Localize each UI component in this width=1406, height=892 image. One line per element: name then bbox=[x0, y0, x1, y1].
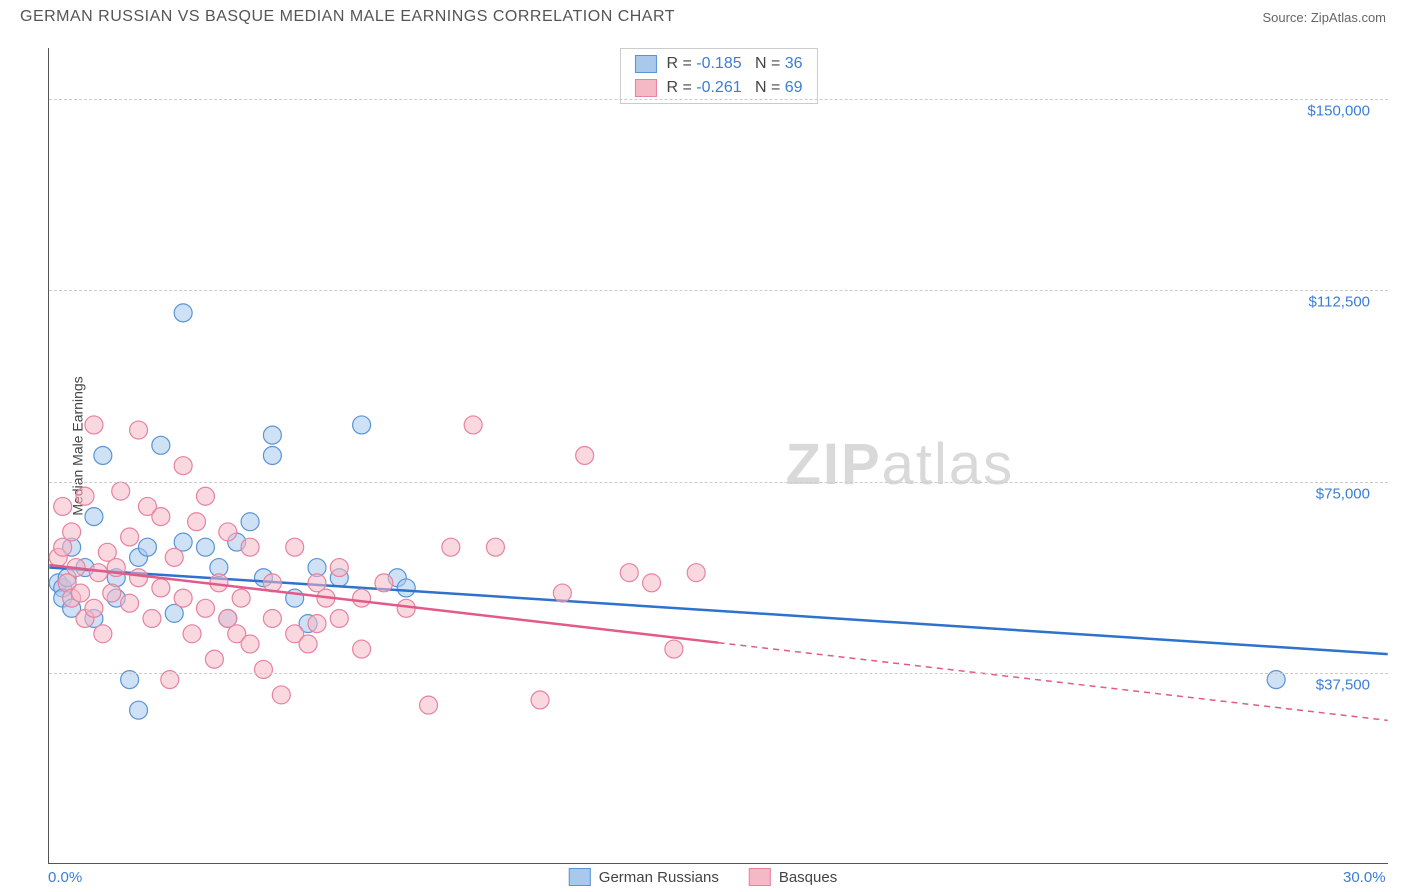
scatter-point bbox=[63, 523, 81, 541]
plot-area: ZIPatlas R = -0.185 N = 36R = -0.261 N =… bbox=[48, 48, 1388, 864]
scatter-point bbox=[85, 416, 103, 434]
scatter-point bbox=[94, 625, 112, 643]
legend-swatch bbox=[749, 868, 771, 886]
correlation-legend: R = -0.185 N = 36 R = -0.261 N = 69 bbox=[619, 48, 817, 104]
chart-container: ZIPatlas R = -0.185 N = 36R = -0.261 N =… bbox=[48, 48, 1388, 864]
scatter-point bbox=[375, 574, 393, 592]
scatter-point bbox=[152, 579, 170, 597]
scatter-point bbox=[353, 640, 371, 658]
bottom-legend-item: Basques bbox=[749, 868, 837, 886]
scatter-point bbox=[232, 589, 250, 607]
scatter-point bbox=[130, 701, 148, 719]
scatter-point bbox=[121, 671, 139, 689]
legend-swatch bbox=[634, 55, 656, 73]
legend-row: R = -0.261 N = 69 bbox=[634, 79, 802, 97]
scatter-point bbox=[486, 538, 504, 556]
scatter-point bbox=[442, 538, 460, 556]
scatter-point bbox=[687, 564, 705, 582]
scatter-point bbox=[553, 584, 571, 602]
scatter-point bbox=[353, 589, 371, 607]
scatter-point bbox=[353, 416, 371, 434]
scatter-point bbox=[272, 686, 290, 704]
scatter-point bbox=[464, 416, 482, 434]
scatter-point bbox=[665, 640, 683, 658]
legend-label: German Russians bbox=[599, 869, 719, 886]
y-tick-label: $112,500 bbox=[1309, 294, 1370, 311]
scatter-point bbox=[299, 635, 317, 653]
x-tick-label: 0.0% bbox=[48, 869, 82, 886]
legend-swatch bbox=[634, 79, 656, 97]
scatter-point bbox=[143, 610, 161, 628]
scatter-point bbox=[330, 559, 348, 577]
scatter-point bbox=[263, 447, 281, 465]
legend-swatch bbox=[569, 868, 591, 886]
scatter-point bbox=[94, 447, 112, 465]
scatter-point bbox=[308, 615, 326, 633]
scatter-point bbox=[72, 584, 90, 602]
scatter-point bbox=[196, 538, 214, 556]
scatter-point bbox=[165, 548, 183, 566]
x-tick-label: 30.0% bbox=[1343, 869, 1386, 886]
scatter-point bbox=[174, 589, 192, 607]
scatter-point bbox=[174, 457, 192, 475]
scatter-point bbox=[121, 594, 139, 612]
scatter-point bbox=[286, 538, 304, 556]
scatter-point bbox=[138, 538, 156, 556]
scatter-point bbox=[76, 487, 94, 505]
legend-label: Basques bbox=[779, 869, 837, 886]
trend-line-dashed bbox=[719, 643, 1388, 721]
scatter-point bbox=[188, 513, 206, 531]
scatter-point bbox=[219, 523, 237, 541]
scatter-point bbox=[121, 528, 139, 546]
scatter-point bbox=[196, 599, 214, 617]
scatter-point bbox=[174, 304, 192, 322]
legend-stats: R = -0.185 N = 36 bbox=[666, 55, 802, 73]
scatter-point bbox=[241, 635, 259, 653]
scatter-point bbox=[397, 579, 415, 597]
scatter-point bbox=[263, 426, 281, 444]
bottom-legend-item: German Russians bbox=[569, 868, 719, 886]
scatter-point bbox=[1267, 671, 1285, 689]
scatter-point bbox=[54, 497, 72, 515]
scatter-point bbox=[130, 421, 148, 439]
chart-source: Source: ZipAtlas.com bbox=[1262, 10, 1386, 25]
scatter-point bbox=[85, 599, 103, 617]
scatter-point bbox=[531, 691, 549, 709]
scatter-point bbox=[161, 671, 179, 689]
legend-stats: R = -0.261 N = 69 bbox=[666, 79, 802, 97]
y-tick-label: $75,000 bbox=[1316, 485, 1370, 502]
chart-title: GERMAN RUSSIAN VS BASQUE MEDIAN MALE EAR… bbox=[20, 8, 675, 26]
scatter-point bbox=[112, 482, 130, 500]
legend-row: R = -0.185 N = 36 bbox=[634, 55, 802, 73]
scatter-point bbox=[196, 487, 214, 505]
scatter-point bbox=[330, 610, 348, 628]
scatter-point bbox=[205, 650, 223, 668]
scatter-point bbox=[643, 574, 661, 592]
scatter-point bbox=[254, 660, 272, 678]
scatter-point bbox=[576, 447, 594, 465]
scatter-point bbox=[85, 508, 103, 526]
scatter-point bbox=[183, 625, 201, 643]
scatter-point bbox=[620, 564, 638, 582]
scatter-point bbox=[152, 436, 170, 454]
scatter-point bbox=[263, 610, 281, 628]
bottom-legend: German Russians Basques bbox=[569, 868, 837, 886]
scatter-point bbox=[241, 538, 259, 556]
scatter-point bbox=[420, 696, 438, 714]
scatter-point bbox=[130, 569, 148, 587]
scatter-point bbox=[152, 508, 170, 526]
plot-svg bbox=[49, 48, 1388, 863]
y-tick-label: $150,000 bbox=[1307, 103, 1370, 120]
y-tick-label: $37,500 bbox=[1316, 676, 1370, 693]
scatter-point bbox=[103, 584, 121, 602]
scatter-point bbox=[241, 513, 259, 531]
